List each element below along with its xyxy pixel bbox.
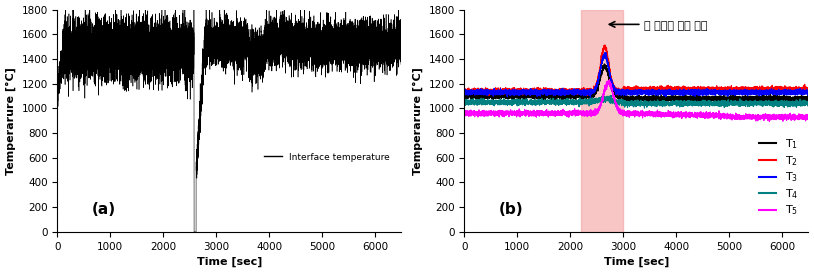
Text: (b): (b) — [499, 202, 523, 217]
Y-axis label: Temperarure [°C]: Temperarure [°C] — [413, 67, 423, 175]
Legend: Interface temperature: Interface temperature — [260, 149, 393, 165]
Y-axis label: Temperarure [°C]: Temperarure [°C] — [6, 67, 16, 175]
X-axis label: Time [sec]: Time [sec] — [197, 257, 262, 268]
Text: 후 연소기 운전 구간: 후 연소기 운전 구간 — [645, 21, 708, 31]
X-axis label: Time [sec]: Time [sec] — [604, 257, 669, 268]
Text: (a): (a) — [92, 202, 116, 217]
Legend: T$_1$, T$_2$, T$_3$, T$_4$, T$_5$: T$_1$, T$_2$, T$_3$, T$_4$, T$_5$ — [755, 133, 803, 222]
Bar — [581, 10, 624, 232]
